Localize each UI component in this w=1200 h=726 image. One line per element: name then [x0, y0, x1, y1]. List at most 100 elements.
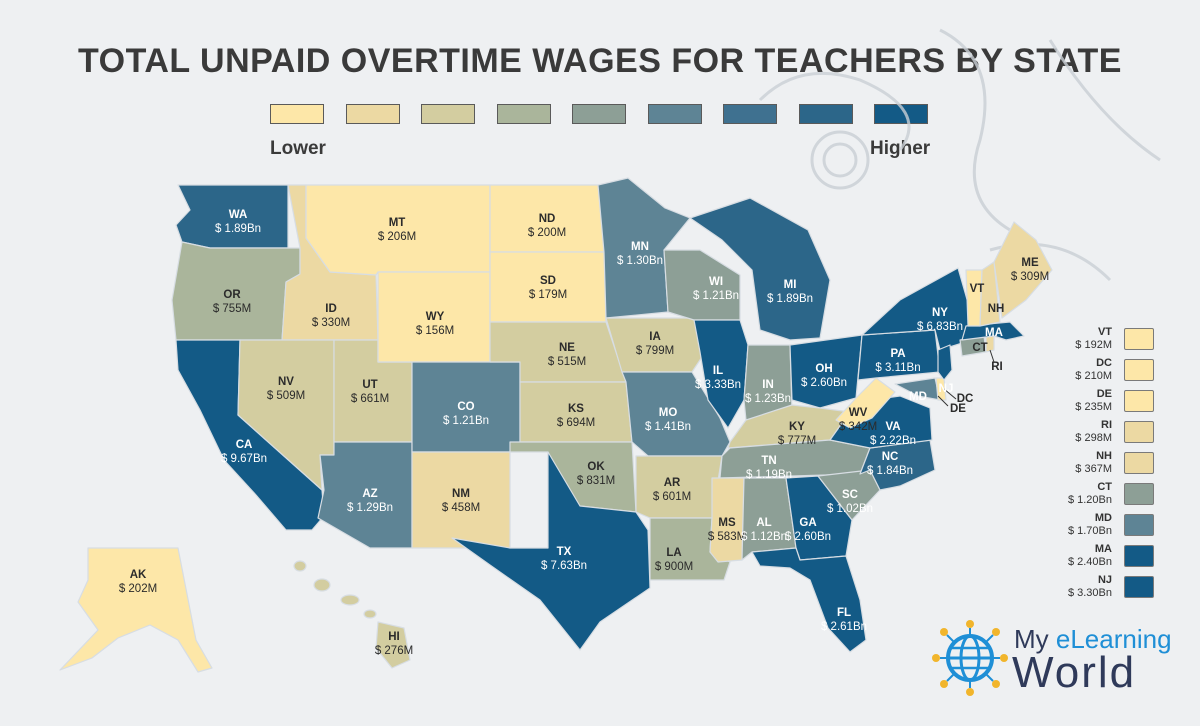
- state-value-label: $ 7.63Bn: [541, 560, 587, 572]
- state-value-label: $ 900M: [655, 561, 693, 573]
- state-VT: [965, 269, 983, 327]
- state-value-label: $ 179M: [529, 289, 567, 301]
- scale-swatch: [496, 104, 551, 124]
- state-code-label: VA: [885, 421, 900, 433]
- legend-code: DE: [1096, 388, 1112, 400]
- state-code-label: IL: [713, 365, 723, 377]
- state-value-label: $ 777M: [778, 435, 816, 447]
- legend-color-box: [1124, 421, 1154, 443]
- legend-color-box: [1124, 328, 1154, 350]
- state-value-label: $ 2.60Bn: [785, 531, 831, 543]
- state-code-label: MO: [659, 407, 678, 419]
- state-code-label: WY: [426, 311, 445, 323]
- state-value-label: $ 1.30Bn: [617, 255, 663, 267]
- scale-swatch: [572, 104, 626, 124]
- state-code-label: KY: [789, 421, 805, 433]
- state-value-label: $ 2.60Bn: [801, 377, 847, 389]
- legend-value: $ 192M: [1075, 339, 1112, 351]
- globe-logo-icon: [932, 620, 1008, 696]
- state-NM: [411, 451, 511, 549]
- state-value-label: $ 1.21Bn: [693, 290, 739, 302]
- state-code-label: ND: [539, 213, 556, 225]
- small-state-label: VT: [970, 283, 985, 295]
- state-code-label: GA: [799, 517, 816, 529]
- state-IL: [693, 319, 749, 429]
- legend-color-box: [1124, 359, 1154, 381]
- state-code-label: AL: [756, 517, 771, 529]
- legend-color-box: [1124, 483, 1154, 505]
- state-value-label: $ 694M: [557, 417, 595, 429]
- legend-code: RI: [1101, 419, 1112, 431]
- legend-row: DC $ 210M: [1066, 357, 1186, 391]
- state-NJ: [937, 344, 953, 381]
- legend-row: DE $ 235M: [1066, 388, 1186, 422]
- legend-value: $ 2.40Bn: [1067, 556, 1112, 568]
- state-code-label: TN: [761, 455, 776, 467]
- state-value-label: $ 156M: [416, 325, 454, 337]
- state-code-label: IA: [649, 331, 661, 343]
- state-code-label: NM: [452, 488, 470, 500]
- leader-lines: [937, 349, 995, 407]
- legend-value: $ 210M: [1075, 370, 1112, 382]
- page-title: TOTAL UNPAID OVERTIME WAGES FOR TEACHERS…: [78, 42, 1122, 80]
- legend-row: VT $ 192M: [1066, 326, 1186, 360]
- state-code-label: AK: [130, 569, 147, 581]
- state-code-label: CO: [457, 401, 474, 413]
- legend-value: $ 235M: [1075, 401, 1112, 413]
- state-code-label: WA: [229, 209, 248, 221]
- state-value-label: $ 509M: [267, 390, 305, 402]
- small-state-label: MD: [909, 391, 927, 403]
- state-value-label: $ 755M: [213, 303, 251, 315]
- state-code-label: CA: [236, 439, 253, 451]
- scale-swatch: [270, 104, 324, 124]
- small-state-label: DE: [950, 403, 966, 415]
- state-code-label: MT: [389, 217, 406, 229]
- state-value-label: $ 276M: [375, 645, 413, 657]
- state-code-label: NV: [278, 376, 294, 388]
- state-value-label: $ 1.23Bn: [745, 393, 791, 405]
- state-value-label: $ 3.11Bn: [875, 362, 920, 374]
- state-code-label: SD: [540, 275, 556, 287]
- legend-value: $ 1.70Bn: [1067, 525, 1112, 537]
- state-value-label: $ 1.12Bn: [741, 531, 787, 543]
- state-code-label: WV: [849, 407, 868, 419]
- legend-color-box: [1124, 545, 1154, 567]
- state-OH: [789, 334, 863, 409]
- state-code-label: IN: [762, 379, 774, 391]
- state-value-label: $ 1.02Bn: [827, 503, 873, 515]
- legend-code: DC: [1096, 357, 1112, 369]
- logo-text-line1: My eLearning: [1014, 624, 1172, 654]
- state-code-label: PA: [890, 348, 905, 360]
- state-labels: WA $ 1.89Bn OR $ 755M CA $ 9.67Bn ID $ 330M NV $ …: [119, 209, 1049, 657]
- state-code-label: NY: [932, 307, 948, 319]
- legend-code: NH: [1096, 450, 1112, 462]
- scale-swatch: [345, 104, 400, 124]
- state-value-label: $ 3.33Bn: [695, 379, 741, 391]
- state-value-label: $ 342M: [839, 421, 877, 433]
- legend-row: CT $ 1.20Bn: [1066, 481, 1186, 515]
- legend-code: NJ: [1097, 574, 1112, 586]
- state-MI: [689, 197, 831, 341]
- scale-swatch: [723, 104, 777, 124]
- legend-code: VT: [1097, 326, 1112, 338]
- state-value-label: $ 206M: [378, 231, 416, 243]
- state-code-label: NC: [882, 451, 899, 463]
- state-value-label: $ 1.41Bn: [645, 421, 691, 433]
- state-DE: [935, 377, 947, 401]
- state-code-label: MN: [631, 241, 649, 253]
- legend-row: RI $ 298M: [1066, 419, 1186, 453]
- legend-code: MA: [1094, 543, 1112, 555]
- background-decoration: [758, 28, 1161, 282]
- legend-value: $ 367M: [1075, 463, 1112, 475]
- state-value-label: $ 1.19Bn: [746, 469, 792, 481]
- state-IA: [605, 317, 709, 373]
- state-TX: [451, 451, 651, 651]
- state-value-label: $ 831M: [577, 475, 615, 487]
- legend-row: MA $ 2.40Bn: [1066, 543, 1186, 577]
- state-code-label: LA: [666, 547, 681, 559]
- legend-code: MD: [1094, 512, 1112, 524]
- state-ME: [993, 221, 1053, 319]
- state-code-label: MS: [718, 517, 736, 529]
